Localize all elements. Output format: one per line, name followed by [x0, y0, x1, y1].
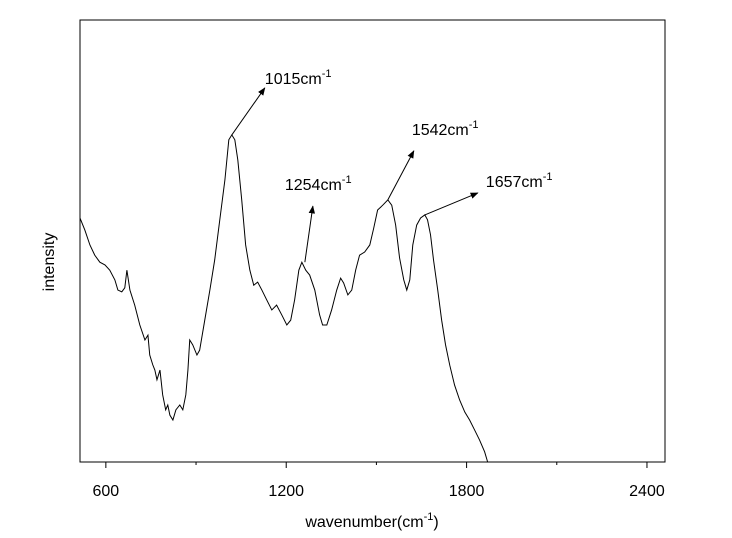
x-axis-label-text: wavenumber(cm [304, 514, 423, 531]
y-axis-label: intensity [41, 233, 58, 292]
annotation-text: 1015cm [265, 71, 322, 88]
x-tick-label: 1800 [449, 483, 485, 500]
plot-frame [79, 19, 666, 463]
annotation-arrow [231, 87, 266, 136]
x-axis-label-after: ) [433, 514, 438, 531]
annotation-arrow [424, 192, 479, 216]
x-axis-label-sup: -1 [424, 511, 434, 523]
annotation-label: 1254cm-1 [285, 174, 352, 194]
annotation-label: 1015cm-1 [265, 68, 332, 88]
annotation-text: 1542cm [412, 122, 469, 139]
annotation-text: 1254cm [285, 177, 342, 194]
x-tick-label: 1200 [268, 483, 304, 500]
annotation-sup: -1 [469, 119, 479, 131]
x-axis-label: wavenumber(cm-1) [304, 511, 438, 531]
annotation-arrow [387, 150, 415, 201]
annotation-sup: -1 [322, 68, 332, 80]
annotation-text: 1657cm [486, 174, 543, 191]
annotation-label: 1542cm-1 [412, 119, 479, 139]
annotation-label: 1657cm-1 [486, 171, 553, 191]
spectrum-line [79, 133, 489, 463]
x-tick-label: 600 [93, 483, 120, 500]
annotation-arrow [304, 205, 316, 263]
x-tick-label: 2400 [629, 483, 665, 500]
annotation-sup: -1 [543, 171, 553, 183]
annotation-sup: -1 [342, 174, 352, 186]
